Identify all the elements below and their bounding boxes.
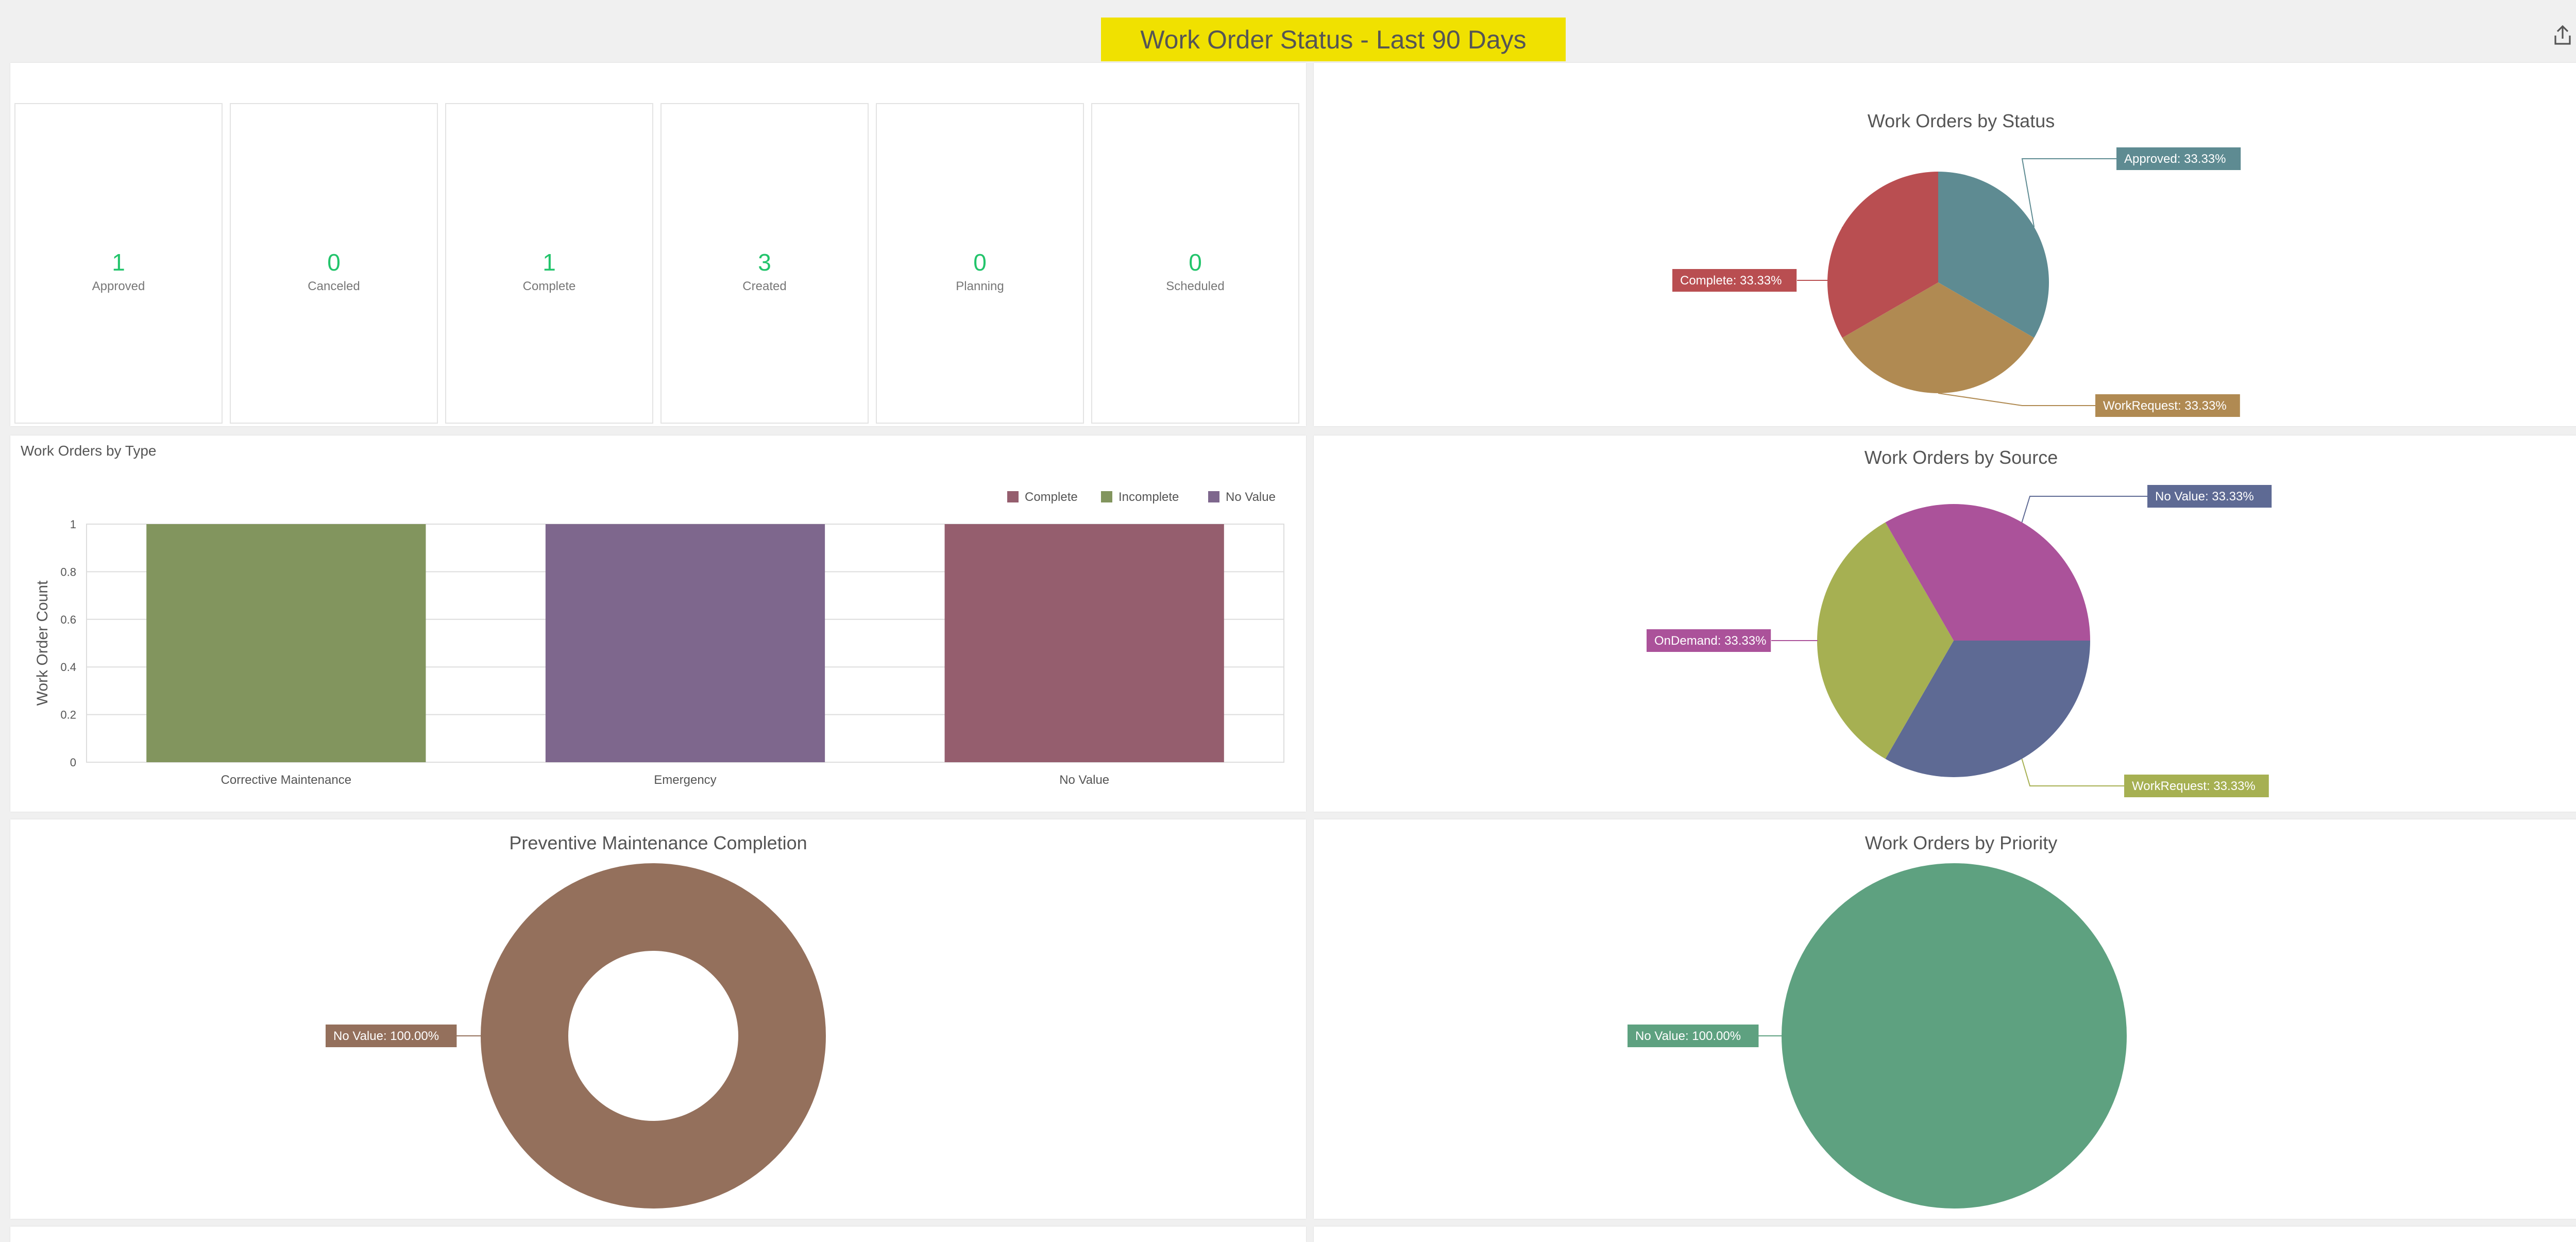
bar-no-value[interactable] — [944, 524, 1224, 762]
kpi-value: 0 — [973, 249, 987, 276]
kpi-tile-planning[interactable]: 0 Planning — [876, 103, 1084, 424]
y-tick-label: 0.2 — [60, 709, 76, 721]
kpi-label: Scheduled — [1166, 279, 1225, 293]
slice-label: No Value: 33.33% — [2155, 490, 2254, 503]
pie-slice-ondemand[interactable] — [1885, 504, 2091, 641]
kpi-value: 0 — [1189, 249, 1202, 276]
kpi-tile-canceled[interactable]: 0 Canceled — [230, 103, 438, 424]
slice-label-box — [326, 1025, 457, 1047]
kpi-tile-created[interactable]: 3 Created — [660, 103, 869, 424]
legend-swatch[interactable] — [1007, 491, 1019, 502]
x-tick-label: Corrective Maintenance — [221, 773, 351, 787]
label-connector — [1938, 393, 2095, 406]
slice-label: No Value: 100.00% — [333, 1029, 439, 1043]
legend-label[interactable]: Complete — [1025, 490, 1078, 504]
kpi-value: 1 — [543, 249, 556, 276]
slice-label: OnDemand: 33.33% — [1654, 634, 1766, 648]
pie-slice-workrequest[interactable] — [1817, 522, 1954, 759]
type-bar-chart: 0 0.2 0.4 0.6 0.8 1 Work Order Count Corrective… — [34, 490, 1284, 787]
status-chart-panel: Work Orders by Status Approved: 33.33% Wo… — [1314, 63, 2576, 426]
chart-title: Preventive Maintenance Completion — [509, 832, 807, 853]
legend-swatch[interactable] — [1101, 491, 1112, 502]
kpi-value: 0 — [327, 249, 341, 276]
x-tick-label: Emergency — [654, 773, 716, 787]
y-tick-label: 0.6 — [60, 613, 76, 626]
next-panel-left — [10, 1227, 1306, 1242]
kpi-label: Approved — [92, 279, 145, 293]
slice-label: WorkRequest: 33.33% — [2132, 779, 2256, 793]
y-tick-label: 0.8 — [60, 565, 76, 578]
label-connector — [2021, 158, 2116, 227]
pm-donut-chart: No Value: 100.00% — [326, 863, 826, 1209]
kpi-value: 3 — [758, 249, 771, 276]
y-axis-label: Work Order Count — [34, 580, 51, 706]
pie-slice-no-value[interactable] — [1885, 641, 2091, 777]
pie-slice-complete[interactable] — [1827, 172, 1938, 338]
bar-emergency[interactable] — [545, 524, 825, 762]
type-chart-panel: Work Orders by Type 0 0.2 0.4 0.6 0.8 1 Work O… — [10, 435, 1306, 812]
y-tick-label: 1 — [70, 518, 76, 531]
share-icon[interactable] — [2550, 23, 2575, 48]
kpi-tile-complete[interactable]: 1 Complete — [445, 103, 653, 424]
legend-swatch[interactable] — [1208, 491, 1219, 502]
chart-title: Work Orders by Source — [1864, 447, 2058, 468]
slice-label-box — [1672, 269, 1797, 292]
dashboard-title: Work Order Status - Last 90 Days — [1101, 18, 1566, 61]
y-tick-label: 0.4 — [60, 661, 76, 674]
status-pie-chart: Approved: 33.33% WorkRequest: 33.33% Compl… — [1672, 147, 2241, 417]
pm-completion-panel: Preventive Maintenance Completion No Val… — [10, 819, 1306, 1219]
kpi-label: Canceled — [308, 279, 360, 293]
kpi-value: 1 — [112, 249, 125, 276]
kpi-label: Created — [742, 279, 787, 293]
source-chart-panel: Work Orders by Source No Value: 33.33% Wo… — [1314, 435, 2576, 812]
priority-pie-chart: No Value: 100.00% — [1628, 863, 2127, 1209]
slice-label: Approved: 33.33% — [2124, 152, 2226, 166]
priority-chart-panel: Work Orders by Priority No Value: 100.00… — [1314, 819, 2576, 1219]
slice-label: No Value: 100.00% — [1635, 1029, 1741, 1043]
pie-slice-workrequest[interactable] — [1842, 282, 2035, 393]
slice-label-box — [1647, 629, 1771, 652]
slice-label-box — [2124, 775, 2269, 797]
x-tick-label: No Value — [1059, 773, 1109, 787]
slice-label-box — [2116, 147, 2241, 170]
y-tick-label: 0 — [70, 756, 76, 769]
kpi-panel: 1 Approved 0 Canceled 1 Complete 3 Creat… — [10, 63, 1306, 426]
chart-title: Work Orders by Type — [21, 443, 157, 459]
kpi-label: Planning — [956, 279, 1004, 293]
chart-title: Work Orders by Status — [1867, 110, 2055, 131]
slice-label: Complete: 33.33% — [1680, 274, 1782, 288]
pie-slice-approved[interactable] — [1938, 172, 2049, 338]
kpi-tile-approved[interactable]: 1 Approved — [14, 103, 223, 424]
chart-title: Work Orders by Priority — [1865, 832, 2058, 853]
slice-label-box — [2147, 485, 2272, 508]
pie-slice-no-value[interactable] — [1782, 863, 2127, 1209]
slice-label-box — [2095, 394, 2240, 417]
label-connector — [1797, 227, 1855, 281]
kpi-tile-scheduled[interactable]: 0 Scheduled — [1091, 103, 1299, 424]
label-connector — [2021, 496, 2147, 523]
legend-label[interactable]: No Value — [1226, 490, 1276, 504]
source-pie-chart: No Value: 33.33% WorkRequest: 33.33% OnDem… — [1647, 485, 2272, 797]
slice-label-box — [1628, 1025, 1759, 1047]
slice-label: WorkRequest: 33.33% — [2103, 399, 2227, 413]
donut-hole — [568, 951, 738, 1121]
bar-corrective-maintenance[interactable] — [146, 524, 426, 762]
label-connector — [2021, 759, 2124, 786]
legend-label[interactable]: Incomplete — [1118, 490, 1179, 504]
kpi-label: Complete — [522, 279, 576, 293]
next-panel-right — [1314, 1227, 2576, 1242]
